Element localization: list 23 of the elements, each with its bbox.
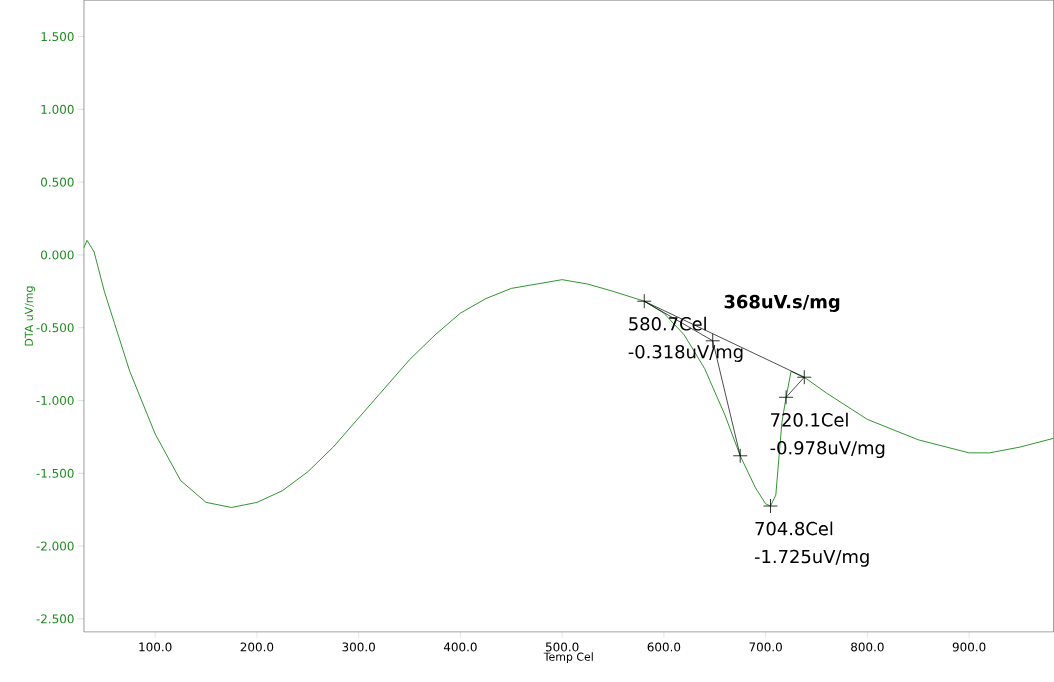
x-tick-label: 600.0 xyxy=(647,642,681,652)
y-tick-label: -0.500 xyxy=(36,323,74,333)
annotation: 368uV.s/mg xyxy=(724,294,840,313)
y-tick-label: -2.000 xyxy=(36,541,74,551)
y-axis-title: DTA uV/mg xyxy=(24,286,36,346)
x-tick-label: 700.0 xyxy=(749,642,782,652)
y-tick-label: -2.500 xyxy=(36,614,74,624)
y-tick-label: 0.500 xyxy=(41,177,74,187)
x-tick-label: 800.0 xyxy=(851,642,884,652)
y-tick-label: 1.000 xyxy=(41,104,74,114)
x-tick-label: 500.0 xyxy=(545,642,579,652)
x-tick-label: 900.0 xyxy=(952,642,986,652)
x-tick-label: 200.0 xyxy=(240,642,274,652)
x-tick-label: 400.0 xyxy=(443,642,477,652)
x-tick-label: 100.0 xyxy=(139,642,172,652)
y-tick-label: 0.000 xyxy=(41,250,74,260)
y-tick-label: -1.000 xyxy=(36,396,74,406)
annotation: 704.8Cel -1.725uV/mg xyxy=(754,521,869,567)
y-tick-label: 1.500 xyxy=(41,32,74,42)
y-tick-label: -1.500 xyxy=(36,468,74,478)
annotation: 720.1Cel -0.978uV/mg xyxy=(770,412,885,459)
x-tick-label: 300.0 xyxy=(342,642,375,652)
x-axis-title: Temp Cel xyxy=(543,652,593,663)
